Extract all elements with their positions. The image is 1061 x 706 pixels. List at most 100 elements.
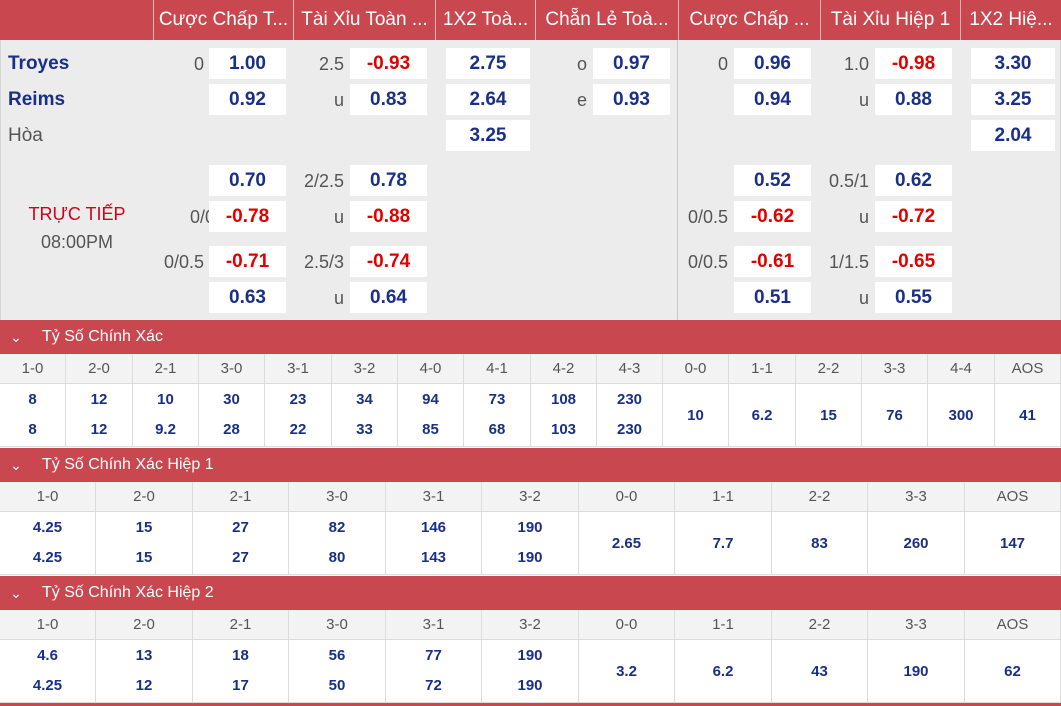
alt1-ft-handicap-away-odds[interactable]: -0.78 <box>209 201 286 232</box>
away-score-odds[interactable]: 143 <box>420 549 447 566</box>
home-score-odds[interactable]: 13 <box>135 647 153 664</box>
away-score-odds[interactable]: 8 <box>28 421 37 438</box>
alt2-h1-total-under-odds[interactable]: 0.55 <box>875 282 952 313</box>
alt1-ft-total-over-odds[interactable]: 0.78 <box>350 165 427 196</box>
home-score-odds[interactable]: 4.6 <box>37 647 58 664</box>
score-odds-cell[interactable]: 12 12 <box>66 384 133 447</box>
alt1-h1-handicap-home-odds[interactable]: 0.52 <box>734 165 811 196</box>
away-score-odds[interactable]: 12 <box>135 677 153 694</box>
header-h1-handicap[interactable]: Cược Chấp ... <box>678 0 820 40</box>
home-score-odds[interactable]: 34 <box>356 391 373 408</box>
score-odds-cell[interactable]: 23 22 <box>265 384 332 447</box>
draw-score-odds[interactable]: 62 <box>1004 663 1021 680</box>
draw-score-odds[interactable]: 43 <box>811 663 828 680</box>
chevron-down-icon[interactable]: ⌄ <box>10 457 22 473</box>
alt2-ft-total-over-odds[interactable]: -0.74 <box>350 246 427 277</box>
home-score-odds[interactable]: 82 <box>328 519 346 536</box>
score-odds-cell[interactable]: 62 <box>965 640 1061 703</box>
home-score-odds[interactable]: 4.25 <box>32 519 63 536</box>
h1-total-under-odds[interactable]: 0.88 <box>875 84 952 115</box>
home-score-odds[interactable]: 94 <box>422 391 439 408</box>
away-score-odds[interactable]: 103 <box>550 421 577 438</box>
away-score-odds[interactable]: 190 <box>517 677 543 694</box>
draw-score-odds[interactable]: 6.2 <box>751 407 773 424</box>
chevron-down-icon[interactable]: ⌄ <box>10 329 22 345</box>
away-score-odds[interactable]: 68 <box>488 421 506 438</box>
score-odds-cell[interactable]: 190 190 <box>482 512 579 575</box>
score-odds-cell[interactable]: 146 143 <box>386 512 482 575</box>
home-score-odds[interactable]: 27 <box>232 519 249 536</box>
home-score-odds[interactable]: 230 <box>616 391 643 408</box>
draw-score-odds[interactable]: 147 <box>999 535 1026 552</box>
header-ft-total[interactable]: Tài Xỉu Toàn ... <box>293 0 435 40</box>
oddeven-odd-odds[interactable]: 0.97 <box>593 48 670 79</box>
score-odds-cell[interactable]: 82 80 <box>289 512 386 575</box>
away-score-odds[interactable]: 27 <box>232 549 249 566</box>
alt1-ft-total-under-odds[interactable]: -0.88 <box>350 201 427 232</box>
draw-score-odds[interactable]: 10 <box>687 407 704 424</box>
score-odds-cell[interactable]: 10 9.2 <box>133 384 199 447</box>
away-score-odds[interactable]: 17 <box>232 677 249 694</box>
h1-1x2-draw-odds[interactable]: 2.04 <box>971 120 1055 151</box>
ft-1x2-draw-odds[interactable]: 3.25 <box>446 120 530 151</box>
alt1-h1-total-over-odds[interactable]: 0.62 <box>875 165 952 196</box>
draw-score-odds[interactable]: 6.2 <box>712 663 734 680</box>
score-odds-cell[interactable]: 190 <box>868 640 965 703</box>
alt1-ft-handicap-home-odds[interactable]: 0.70 <box>209 165 286 196</box>
header-h1-1x2[interactable]: 1X2 Hiệ... <box>960 0 1061 40</box>
away-score-odds[interactable]: 4.25 <box>32 549 63 566</box>
score-odds-cell[interactable]: 6.2 <box>675 640 772 703</box>
away-score-odds[interactable]: 15 <box>135 549 153 566</box>
ft-1x2-away-odds[interactable]: 2.64 <box>446 84 530 115</box>
section-correct-score-h1[interactable]: ⌄ Tỷ Số Chính Xác Hiệp 1 <box>0 448 1061 482</box>
draw-score-odds[interactable]: 2.65 <box>611 535 642 552</box>
header-ft-oddeven[interactable]: Chẵn Lẻ Toà... <box>535 0 678 40</box>
score-odds-cell[interactable]: 6.2 <box>729 384 796 447</box>
h1-handicap-home-odds[interactable]: 0.96 <box>734 48 811 79</box>
draw-score-odds[interactable]: 41 <box>1019 407 1036 424</box>
score-odds-cell[interactable]: 41 <box>995 384 1061 447</box>
alt2-ft-total-under-odds[interactable]: 0.64 <box>350 282 427 313</box>
score-odds-cell[interactable]: 15 <box>796 384 862 447</box>
away-score-odds[interactable]: 33 <box>356 421 373 438</box>
score-odds-cell[interactable]: 27 27 <box>193 512 289 575</box>
score-odds-cell[interactable]: 10 <box>663 384 729 447</box>
chevron-down-icon[interactable]: ⌄ <box>10 585 22 601</box>
ft-total-under-odds[interactable]: 0.83 <box>350 84 427 115</box>
score-odds-cell[interactable]: 73 68 <box>464 384 531 447</box>
score-odds-cell[interactable]: 34 33 <box>332 384 398 447</box>
draw-score-odds[interactable]: 15 <box>820 407 837 424</box>
oddeven-even-odds[interactable]: 0.93 <box>593 84 670 115</box>
draw-score-odds[interactable]: 260 <box>903 535 929 552</box>
h1-total-over-odds[interactable]: -0.98 <box>875 48 952 79</box>
h1-1x2-home-odds[interactable]: 3.30 <box>971 48 1055 79</box>
away-score-odds[interactable]: 28 <box>223 421 240 438</box>
alt1-h1-handicap-away-odds[interactable]: -0.62 <box>734 201 811 232</box>
home-score-odds[interactable]: 190 <box>517 519 543 536</box>
score-odds-cell[interactable]: 190 190 <box>482 640 579 703</box>
away-score-odds[interactable]: 4.25 <box>32 677 63 694</box>
score-odds-cell[interactable]: 147 <box>965 512 1061 575</box>
alt2-h1-total-over-odds[interactable]: -0.65 <box>875 246 952 277</box>
score-odds-cell[interactable]: 300 <box>928 384 995 447</box>
away-score-odds[interactable]: 9.2 <box>155 421 176 438</box>
away-score-odds[interactable]: 85 <box>422 421 439 438</box>
score-odds-cell[interactable]: 76 <box>862 384 928 447</box>
home-score-odds[interactable]: 23 <box>289 391 307 408</box>
home-score-odds[interactable]: 12 <box>90 391 108 408</box>
home-score-odds[interactable]: 77 <box>425 647 442 664</box>
score-odds-cell[interactable]: 18 17 <box>193 640 289 703</box>
header-h1-total[interactable]: Tài Xỉu Hiệp 1 <box>820 0 960 40</box>
away-score-odds[interactable]: 12 <box>90 421 108 438</box>
alt2-ft-handicap-home-odds[interactable]: -0.71 <box>209 246 286 277</box>
score-odds-cell[interactable]: 4.25 4.25 <box>0 512 96 575</box>
score-odds-cell[interactable]: 43 <box>772 640 868 703</box>
home-score-odds[interactable]: 30 <box>223 391 240 408</box>
away-score-odds[interactable]: 230 <box>616 421 643 438</box>
home-score-odds[interactable]: 73 <box>488 391 506 408</box>
section-correct-score[interactable]: ⌄ Tỷ Số Chính Xác <box>0 320 1061 354</box>
home-score-odds[interactable]: 10 <box>157 391 174 408</box>
score-odds-cell[interactable]: 30 28 <box>199 384 265 447</box>
away-score-odds[interactable]: 22 <box>289 421 307 438</box>
